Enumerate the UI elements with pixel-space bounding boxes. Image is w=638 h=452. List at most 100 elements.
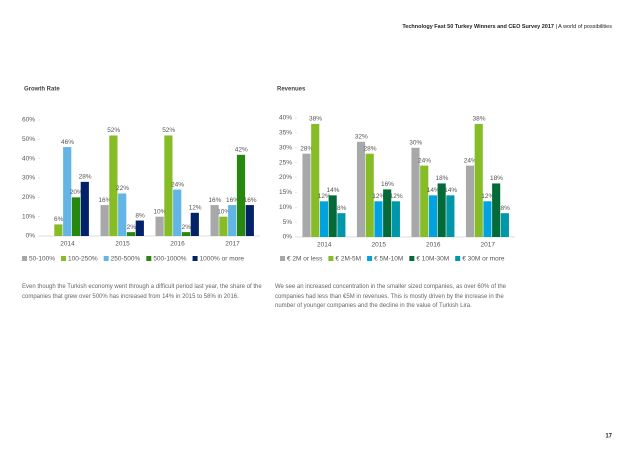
y-tick-label: 40% bbox=[22, 155, 35, 162]
y-tick-label: 60% bbox=[22, 117, 35, 124]
y-tick-label: 20% bbox=[22, 194, 35, 201]
x-tick-label: 2017 bbox=[225, 241, 240, 248]
data-label: 18% bbox=[490, 175, 503, 182]
legend-swatch bbox=[146, 256, 152, 261]
data-label: 14% bbox=[326, 187, 339, 194]
legend-swatch bbox=[61, 256, 67, 261]
y-tick-label: 30% bbox=[22, 175, 35, 182]
x-tick-label: 2017 bbox=[481, 242, 496, 249]
data-label: 14% bbox=[427, 187, 440, 194]
bar bbox=[126, 232, 136, 236]
bar bbox=[391, 201, 400, 237]
bar bbox=[109, 135, 118, 236]
bar bbox=[420, 165, 429, 237]
legend-swatch bbox=[455, 256, 461, 261]
y-tick-label: 5% bbox=[283, 219, 293, 226]
bar bbox=[428, 195, 438, 237]
data-label: 28% bbox=[79, 174, 92, 181]
data-label: 16% bbox=[244, 197, 257, 204]
bar bbox=[446, 195, 455, 237]
data-label: 16% bbox=[98, 197, 111, 204]
bar bbox=[465, 165, 475, 237]
legend-label: € 10M-30M bbox=[416, 256, 449, 263]
x-tick-label: 2015 bbox=[372, 242, 387, 249]
bar bbox=[219, 216, 228, 236]
data-label: 24% bbox=[464, 157, 477, 164]
data-label: 8% bbox=[337, 205, 347, 212]
legend-label: € 2M or less bbox=[287, 256, 323, 263]
legend-label: € 2M-5M bbox=[335, 256, 361, 263]
legend-swatch bbox=[367, 256, 373, 261]
data-label: 24% bbox=[171, 181, 184, 188]
bar bbox=[356, 141, 366, 237]
y-tick-label: 40% bbox=[279, 115, 292, 122]
legend-swatch bbox=[280, 256, 285, 261]
bar bbox=[173, 189, 182, 236]
bar bbox=[483, 201, 492, 237]
legend-swatch bbox=[409, 256, 415, 261]
data-label: 12% bbox=[481, 193, 494, 200]
bar bbox=[190, 212, 199, 236]
data-label: 14% bbox=[444, 187, 457, 194]
header-title: Technology Fast 50 Turkey Winners and CE… bbox=[402, 24, 554, 30]
legend-label: € 30M or more bbox=[462, 256, 505, 263]
data-label: 2% bbox=[182, 224, 192, 231]
data-label: 12% bbox=[318, 193, 331, 200]
data-label: 38% bbox=[473, 116, 486, 123]
data-label: 12% bbox=[189, 205, 202, 212]
paragraph: We see an increased concentration in the… bbox=[275, 284, 507, 309]
x-tick-label: 2016 bbox=[170, 241, 185, 248]
data-label: 6% bbox=[54, 216, 64, 223]
bar bbox=[181, 232, 191, 236]
x-tick-label: 2014 bbox=[317, 242, 332, 249]
bar bbox=[437, 183, 446, 237]
data-label: 42% bbox=[235, 147, 248, 154]
legend-swatch bbox=[328, 256, 334, 261]
header-subtitle: | A world of possibilities bbox=[556, 24, 613, 30]
x-tick-label: 2015 bbox=[115, 241, 130, 248]
data-label: 32% bbox=[355, 134, 368, 141]
data-label: 8% bbox=[500, 205, 510, 212]
y-tick-label: 0% bbox=[283, 234, 293, 241]
y-tick-label: 10% bbox=[22, 213, 35, 220]
bar bbox=[365, 153, 374, 237]
bar bbox=[411, 147, 420, 237]
data-label: 28% bbox=[364, 145, 377, 152]
bar bbox=[135, 220, 144, 236]
data-label: 12% bbox=[372, 193, 385, 200]
legend-label: € 5M-10M bbox=[374, 256, 403, 263]
chart-title: Growth Rate bbox=[24, 87, 60, 93]
page-number: 17 bbox=[605, 434, 612, 440]
data-label: 22% bbox=[116, 185, 129, 192]
data-label: 30% bbox=[409, 139, 422, 146]
bar bbox=[210, 205, 219, 236]
legend-label: 50-100% bbox=[29, 256, 55, 263]
data-label: 24% bbox=[418, 157, 431, 164]
bar bbox=[236, 154, 246, 236]
bar bbox=[328, 195, 337, 237]
bar bbox=[302, 153, 311, 237]
bar bbox=[492, 183, 501, 237]
bar bbox=[71, 197, 81, 236]
data-label: 38% bbox=[309, 116, 322, 123]
data-label: 8% bbox=[135, 212, 145, 219]
legend-swatch bbox=[192, 256, 198, 261]
legend-label: 100-250% bbox=[68, 256, 98, 263]
paragraph: Even though the Turkish economy went thr… bbox=[22, 284, 262, 300]
bar bbox=[155, 216, 164, 236]
x-tick-label: 2014 bbox=[60, 241, 75, 248]
legend-swatch bbox=[103, 256, 109, 261]
bar bbox=[245, 205, 254, 236]
data-label: 52% bbox=[107, 127, 120, 134]
data-label: 20% bbox=[70, 189, 83, 196]
y-tick-label: 10% bbox=[279, 204, 292, 211]
bar bbox=[54, 224, 63, 236]
y-tick-label: 50% bbox=[22, 136, 35, 143]
bar bbox=[118, 193, 127, 236]
chart-title: Revenues bbox=[277, 87, 306, 93]
data-label: 12% bbox=[390, 193, 403, 200]
bar bbox=[474, 123, 483, 237]
legend-label: 250-500% bbox=[111, 256, 141, 263]
